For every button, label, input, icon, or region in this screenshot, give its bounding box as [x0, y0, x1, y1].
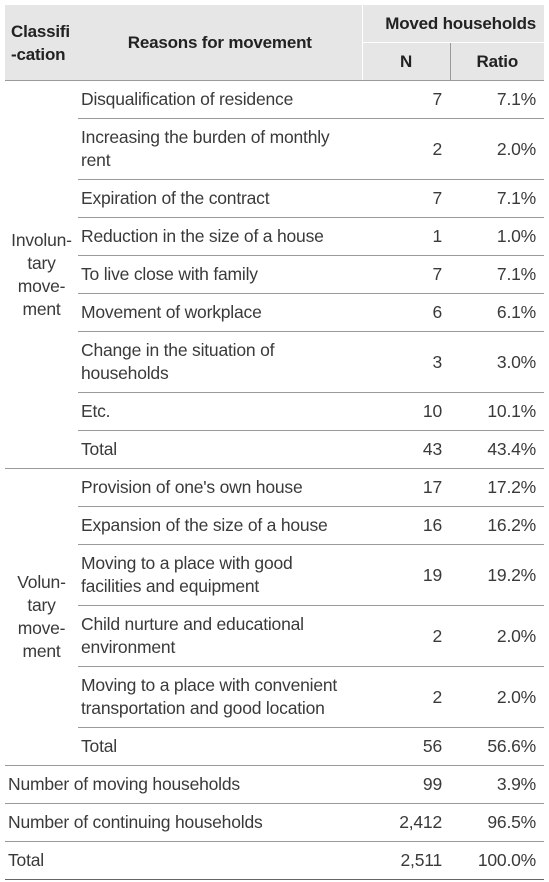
table-cell: 2	[362, 605, 450, 667]
header-cell: Ratio	[449, 42, 545, 81]
table-cell: Moving to a place with good facilities a…	[78, 544, 362, 606]
table-cell: 3.9%	[450, 765, 545, 804]
table-row: Total 43 43.4%	[5, 430, 545, 469]
table-row: Expansion of the size of a house 16 16.2%	[5, 506, 545, 545]
table-cell: 2	[362, 118, 450, 180]
table-cell: 7	[362, 80, 450, 119]
table-cell: 7.1%	[450, 179, 545, 218]
table-cell: Number of continuing households	[5, 803, 362, 842]
table-cell: 6	[362, 293, 450, 332]
table-cell: 1.0%	[450, 217, 545, 256]
table-cell: Moving to a place with convenient transp…	[78, 666, 362, 728]
table-cell: 10.1%	[450, 392, 545, 431]
table-row: Number of continuing households 2,412 96.5…	[5, 803, 545, 842]
table-row: Etc. 10 10.1%	[5, 392, 545, 431]
table-cell: 19.2%	[450, 544, 545, 606]
table-cell: Expansion of the size of a house	[78, 506, 362, 545]
table-cell: 7	[362, 179, 450, 218]
table-cell: Involun- tary move- ment	[5, 80, 78, 469]
table-cell: 17	[362, 468, 450, 507]
header-cell: Moved households	[361, 5, 545, 43]
table-cell: 56	[362, 727, 450, 766]
table-cell: 43	[362, 430, 450, 469]
table-cell: 96.5%	[450, 803, 545, 842]
table-cell: 10	[362, 392, 450, 431]
table-cell: Child nurture and educational environmen…	[78, 605, 362, 667]
header-cell: Reasons for movement	[78, 5, 362, 81]
table-cell: 7.1%	[450, 255, 545, 294]
table-cell: 3.0%	[450, 331, 545, 393]
table-cell: 2.0%	[450, 605, 545, 667]
table-row: Moving to a place with good facilities a…	[5, 544, 545, 606]
table-cell: Number of moving households	[5, 765, 362, 804]
table-row: Increasing the burden of monthly rent 2 2.…	[5, 118, 545, 180]
table-cell: Total	[78, 727, 362, 766]
table-row: Reduction in the size of a house 1 1.0%	[5, 217, 545, 256]
table-cell: Volun- tary move- ment	[5, 468, 78, 766]
table-cell: 43.4%	[450, 430, 545, 469]
table-row: Number of moving households 99 3.9%	[5, 765, 545, 804]
table-cell: Increasing the burden of monthly rent	[78, 118, 362, 180]
table-cell: 2	[362, 666, 450, 728]
table-cell: 16.2%	[450, 506, 545, 545]
table-cell: 7	[362, 255, 450, 294]
table-cell: 2.0%	[450, 666, 545, 728]
table-cell: Provision of one's own house	[78, 468, 362, 507]
table-cell: Total	[78, 430, 362, 469]
table-cell: Expiration of the contract	[78, 179, 362, 218]
table-row: Change in the situation of households 3 3.…	[5, 331, 545, 393]
table-row: Involun- tary move- ment Disqualification…	[5, 80, 545, 469]
table-cell: To live close with family	[78, 255, 362, 294]
table-cell: 19	[362, 544, 450, 606]
table-cell: Change in the situation of households	[78, 331, 362, 393]
table-cell: Disqualification of residence	[78, 80, 362, 119]
table-cell: 3	[362, 331, 450, 393]
header-cell: N	[361, 42, 450, 81]
table-row: Moving to a place with convenient transp…	[5, 666, 545, 728]
table-cell: Movement of workplace	[78, 293, 362, 332]
table-row: Movement of workplace 6 6.1%	[5, 293, 545, 332]
header-cell: Classifi -cation	[5, 5, 78, 81]
table-cell: 7.1%	[450, 80, 545, 119]
table-cell: 16	[362, 506, 450, 545]
table-cell: 2,412	[362, 803, 450, 842]
table-cell: 2.0%	[450, 118, 545, 180]
table-cell: Etc.	[78, 392, 362, 431]
table-cell: Total	[5, 841, 362, 880]
table-cell: 56.6%	[450, 727, 545, 766]
table-cell: 6.1%	[450, 293, 545, 332]
movement-table: Classifi -cation Reasons for movement Mo…	[5, 5, 545, 880]
table-cell: 2,511	[362, 841, 450, 880]
table-row: To live close with family 7 7.1%	[5, 255, 545, 294]
table-row: Total 2,511 100.0%	[5, 841, 545, 880]
table-row: Volun- tary move- ment Provision of one's…	[5, 468, 545, 766]
table-row: Expiration of the contract 7 7.1%	[5, 179, 545, 218]
table-cell: 17.2%	[450, 468, 545, 507]
table-row: Child nurture and educational environmen…	[5, 605, 545, 667]
table-cell: 100.0%	[450, 841, 545, 880]
table-cell: 99	[362, 765, 450, 804]
table-row: Total 56 56.6%	[5, 727, 545, 766]
table-cell: Reduction in the size of a house	[78, 217, 362, 256]
table-cell: 1	[362, 217, 450, 256]
